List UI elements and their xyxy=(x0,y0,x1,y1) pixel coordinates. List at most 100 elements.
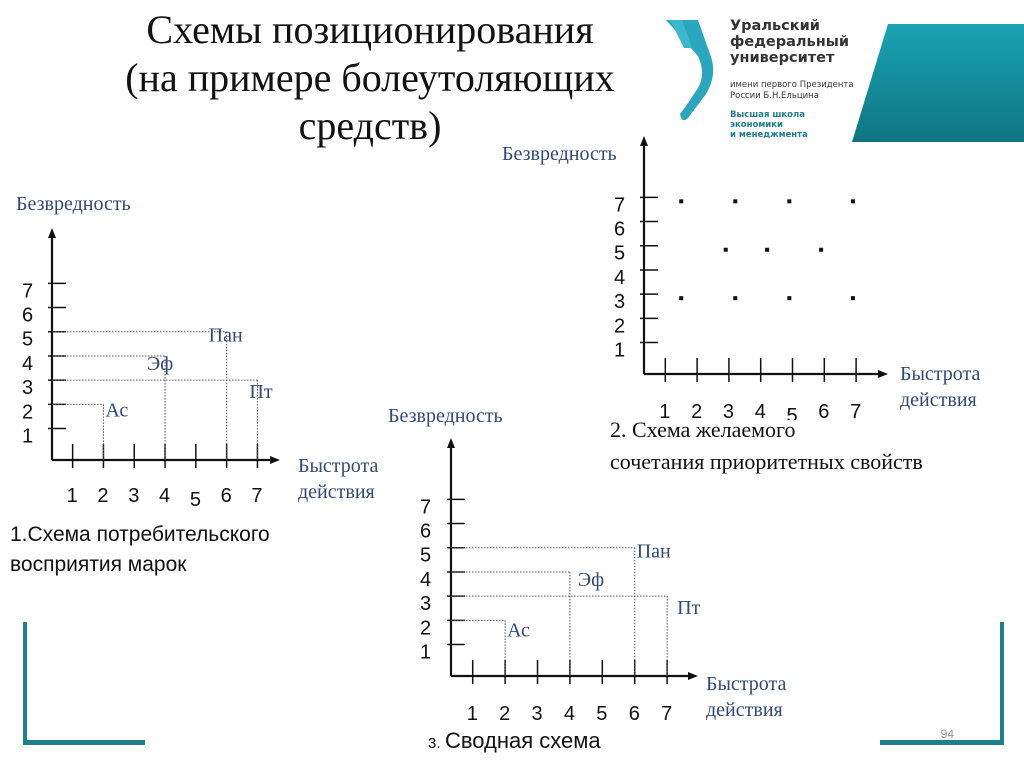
logo-school-line: экономики xyxy=(730,120,783,130)
caption-chart-3: 3. Сводная схема xyxy=(428,728,601,754)
y-tick-label: 2 xyxy=(420,617,431,639)
logo-name-line: федеральный xyxy=(730,34,850,50)
y-axis-label: Безвредность xyxy=(502,143,617,165)
y-tick-label: 3 xyxy=(22,377,33,399)
x-tick-label: 4 xyxy=(755,401,766,420)
y-axis-label: Безвредность xyxy=(388,405,503,427)
y-axis-label: Безвредность xyxy=(16,193,131,215)
x-axis-label: действия xyxy=(706,699,783,721)
x-tick-label: 3 xyxy=(128,485,139,507)
x-axis-arrow-icon xyxy=(688,672,698,680)
corner-bracket-right xyxy=(1000,622,1004,744)
y-tick-label: 6 xyxy=(22,305,33,327)
y-tick-label: 3 xyxy=(420,593,431,615)
y-tick-label: 4 xyxy=(614,267,625,289)
x-axis-label: действия xyxy=(298,481,375,503)
desired-point xyxy=(733,296,738,301)
y-axis-arrow-icon xyxy=(640,136,648,146)
logo-name-line: Уральский xyxy=(730,18,820,34)
x-tick-label: 5 xyxy=(190,489,201,510)
logo-banner xyxy=(852,24,1024,142)
y-tick-label: 5 xyxy=(614,243,625,265)
x-tick-label: 7 xyxy=(850,401,861,420)
y-axis-arrow-icon xyxy=(48,228,56,238)
logo-sub-line: имени первого Президента xyxy=(730,80,854,90)
desired-point xyxy=(819,247,824,252)
x-axis-label: Быстрота xyxy=(298,455,379,477)
x-tick-label: 7 xyxy=(251,485,262,507)
x-tick-label: 6 xyxy=(629,703,640,725)
x-tick-label: 3 xyxy=(532,703,543,725)
x-axis-arrow-icon xyxy=(878,370,888,378)
brand-label: Пан xyxy=(209,325,243,347)
x-tick-label: 1 xyxy=(659,401,670,420)
logo-subtitle: имени первого Президента России Б.Н.Ельц… xyxy=(730,80,854,102)
y-tick-label: 1 xyxy=(420,642,431,664)
y-tick-label: 6 xyxy=(420,521,431,543)
caption-line: 2. Схема желаемого xyxy=(610,417,796,442)
corner-bracket-left xyxy=(23,622,27,742)
logo-school-line: и менеджмента xyxy=(730,130,808,140)
brand-label: Пт xyxy=(249,381,272,403)
x-tick-label: 2 xyxy=(691,401,702,420)
corner-bracket-left-bottom xyxy=(23,740,145,745)
brand-label: Эф xyxy=(578,569,604,591)
caption-chart-1: 1.Схема потребительского восприятия маро… xyxy=(10,520,270,580)
caption-line: 1.Схема потребительского xyxy=(10,523,270,546)
y-tick-label: 3 xyxy=(614,291,625,313)
slide-title: Схемы позиционирования (на примере болеу… xyxy=(60,6,680,150)
x-tick-label: 4 xyxy=(564,703,575,725)
title-line-3: средств) xyxy=(298,103,442,148)
x-axis-arrow-icon xyxy=(270,456,280,464)
x-axis-label: Быстрота xyxy=(900,363,981,385)
x-tick-label: 2 xyxy=(97,485,108,507)
y-tick-label: 1 xyxy=(614,340,625,362)
x-tick-label: 4 xyxy=(159,485,170,507)
brand-label: Ас xyxy=(507,619,530,641)
x-axis-label: Быстрота xyxy=(706,673,787,695)
desired-point xyxy=(679,199,684,204)
logo-school: Высшая школа экономики и менеджмента xyxy=(730,110,808,140)
brand-label: Пт xyxy=(677,597,700,619)
title-line-1: Схемы позиционирования xyxy=(146,7,594,52)
title-line-2: (на примере болеутоляющих xyxy=(125,55,615,100)
y-tick-label: 7 xyxy=(22,280,33,302)
caption-prefix: 3. xyxy=(428,735,441,752)
y-axis-arrow-icon xyxy=(447,438,455,448)
page-number: 94 xyxy=(940,727,954,741)
y-tick-label: 7 xyxy=(420,496,431,518)
desired-point xyxy=(723,247,728,252)
x-tick-label: 5 xyxy=(787,405,798,420)
x-tick-label: 6 xyxy=(221,485,232,507)
y-tick-label: 2 xyxy=(614,315,625,337)
desired-point xyxy=(850,199,855,204)
logo-sub-line: России Б.Н.Ельцина xyxy=(730,91,819,101)
logo-school-line: Высшая школа xyxy=(730,110,805,120)
x-tick-label: 1 xyxy=(467,703,478,725)
brand-label: Пан xyxy=(637,541,671,563)
desired-point xyxy=(850,296,855,301)
logo-university-name: Уральский федеральный университет xyxy=(730,18,849,66)
brand-label: Ас xyxy=(105,399,128,421)
x-tick-label: 2 xyxy=(499,703,510,725)
x-tick-label: 7 xyxy=(661,703,672,725)
desired-point xyxy=(787,296,792,301)
desired-point xyxy=(765,247,770,252)
corner-bracket-right-bottom xyxy=(880,740,1004,745)
y-tick-label: 6 xyxy=(614,219,625,241)
desired-point xyxy=(733,199,738,204)
caption-line: восприятия марок xyxy=(10,553,187,576)
caption-line: сочетания приоритетных свойств xyxy=(610,449,923,474)
u-letter-icon xyxy=(666,20,714,121)
x-tick-label: 3 xyxy=(723,401,734,420)
y-tick-label: 1 xyxy=(22,426,33,448)
desired-point xyxy=(787,199,792,204)
x-tick-label: 5 xyxy=(596,703,607,725)
y-tick-label: 5 xyxy=(22,329,33,351)
caption-chart-2: 2. Схема желаемого сочетания приоритетны… xyxy=(610,414,923,478)
x-tick-label: 6 xyxy=(818,401,829,420)
y-tick-label: 2 xyxy=(22,401,33,423)
desired-point xyxy=(679,296,684,301)
